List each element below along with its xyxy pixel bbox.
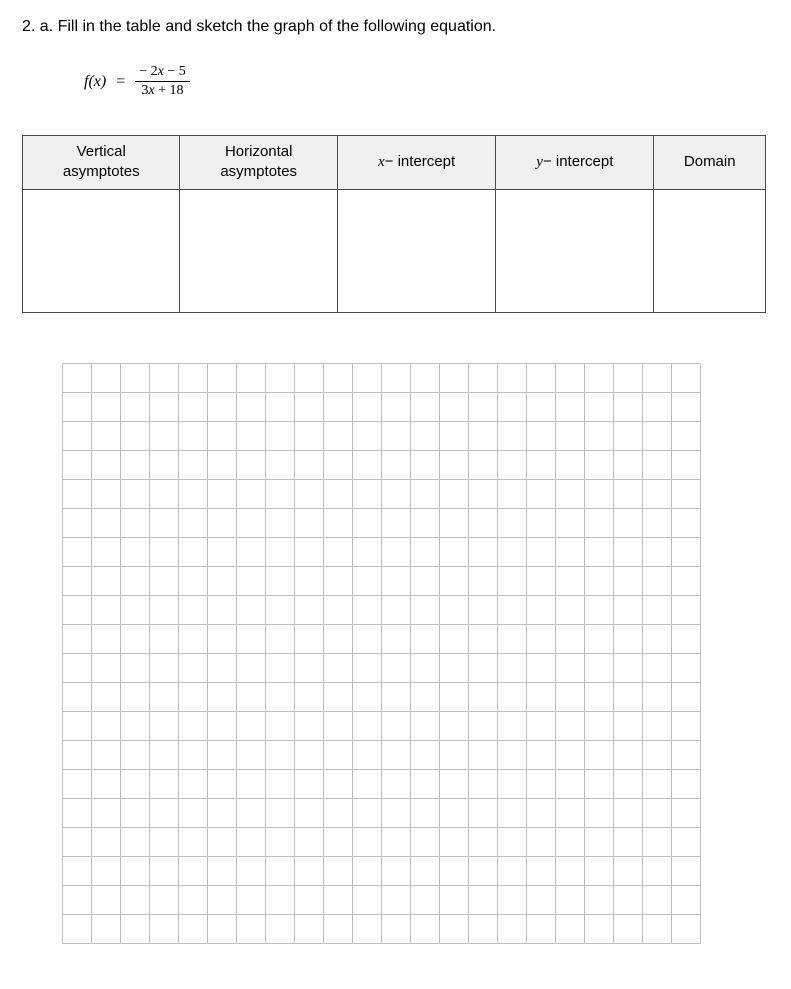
header-text: − intercept xyxy=(385,153,455,170)
equation-fraction: − 2x − 5 3x + 18 xyxy=(135,64,190,99)
header-text: y xyxy=(536,154,543,170)
table-row xyxy=(23,189,766,312)
header-text: asymptotes xyxy=(63,163,140,180)
equation-denominator: 3x + 18 xyxy=(135,82,190,99)
equation-lhs: f(x) xyxy=(84,73,106,91)
header-vertical-asymptotes: Vertical asymptotes xyxy=(23,136,180,190)
header-text: x xyxy=(378,154,385,170)
header-domain: Domain xyxy=(654,136,766,190)
graph-grid[interactable] xyxy=(62,363,701,944)
header-text: Horizontal xyxy=(225,143,293,160)
question-prompt: 2. a. Fill in the table and sketch the g… xyxy=(22,18,769,36)
equation-numerator: − 2x − 5 xyxy=(135,64,190,82)
answer-table: Vertical asymptotes Horizontal asymptote… xyxy=(22,135,766,313)
equation: f(x) = − 2x − 5 3x + 18 xyxy=(84,64,769,99)
cell-x-intercept[interactable] xyxy=(337,189,495,312)
cell-horizontal-asymptotes[interactable] xyxy=(180,189,337,312)
header-text: − intercept xyxy=(543,153,613,170)
cell-domain[interactable] xyxy=(654,189,766,312)
cell-y-intercept[interactable] xyxy=(496,189,654,312)
header-horizontal-asymptotes: Horizontal asymptotes xyxy=(180,136,337,190)
cell-vertical-asymptotes[interactable] xyxy=(23,189,180,312)
header-y-intercept: y− intercept xyxy=(496,136,654,190)
equals-sign: = xyxy=(116,73,125,91)
header-x-intercept: x− intercept xyxy=(337,136,495,190)
header-text: Domain xyxy=(684,153,736,170)
header-text: Vertical xyxy=(77,143,126,160)
header-text: asymptotes xyxy=(220,163,297,180)
